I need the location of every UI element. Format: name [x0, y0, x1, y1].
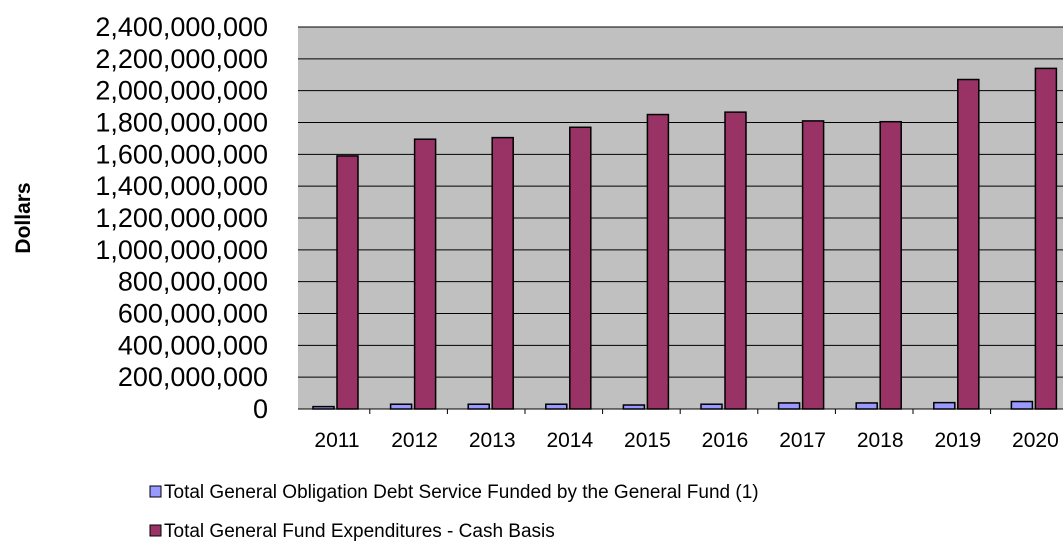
legend-label-expenditures: Total General Fund Expenditures - Cash B… — [164, 521, 555, 542]
bar-expenditures — [646, 113, 670, 410]
bar-debt-service — [467, 403, 490, 410]
bar-expenditures — [1034, 67, 1058, 410]
legend-item-debt-service: Total General Obligation Debt Service Fu… — [149, 482, 759, 503]
y-tick-label: 1,600,000,000 — [95, 139, 268, 169]
bar-expenditures — [957, 78, 980, 410]
y-tick-label: 1,200,000,000 — [95, 203, 268, 233]
bar-debt-service — [389, 403, 413, 410]
bar-debt-service — [933, 401, 956, 410]
y-tick-label: 800,000,000 — [118, 267, 268, 297]
bar-expenditures — [413, 138, 437, 410]
bar-debt-service — [545, 403, 568, 410]
y-tick-label: 2,400,000,000 — [95, 12, 268, 42]
legend: Total General Obligation Debt Service Fu… — [149, 482, 759, 542]
bar-expenditures — [491, 136, 514, 410]
bar-debt-service — [1010, 400, 1034, 410]
x-axis-ticks: 2011 2012 2013 2014 2015 2016 2017 2018 2019 2020 — [314, 409, 1059, 452]
y-tick-label: 1,400,000,000 — [95, 171, 268, 201]
x-tick-label: 2019 — [934, 429, 981, 452]
x-tick-label: 2018 — [857, 429, 904, 452]
bar-debt-service — [777, 402, 801, 410]
x-tick-label: 2011 — [314, 429, 359, 452]
bar-expenditures — [879, 120, 902, 410]
y-tick-label: 1,000,000,000 — [95, 235, 268, 265]
legend-label-debt-service: Total General Obligation Debt Service Fu… — [164, 482, 759, 503]
bar-debt-service — [700, 403, 723, 410]
legend-item-expenditures: Total General Fund Expenditures - Cash B… — [149, 521, 555, 542]
x-tick-label: 2017 — [779, 429, 826, 452]
y-axis-ticks: 0200,000,000400,000,000600,000,000800,00… — [95, 12, 268, 424]
x-tick-label: 2013 — [469, 429, 516, 452]
x-tick-label: 2012 — [391, 429, 438, 452]
x-tick-label: 2016 — [702, 429, 749, 452]
y-tick-label: 2,000,000,000 — [95, 76, 268, 106]
bar-debt-service — [622, 404, 646, 410]
bar-expenditures — [336, 155, 359, 410]
bar-expenditures — [569, 126, 592, 410]
legend-swatch-debt-service — [149, 485, 162, 498]
x-tick-label: 2014 — [546, 429, 593, 452]
y-tick-label: 400,000,000 — [118, 330, 268, 360]
y-tick-label: 2,200,000,000 — [95, 44, 268, 74]
bar-debt-service — [855, 402, 878, 410]
y-tick-label: 1,800,000,000 — [95, 108, 268, 138]
bar-expenditures — [724, 111, 747, 410]
y-tick-label: 600,000,000 — [118, 299, 268, 329]
legend-swatch-expenditures — [149, 524, 162, 537]
bar-expenditures — [801, 120, 825, 410]
y-tick-label: 200,000,000 — [118, 362, 268, 392]
bars — [312, 67, 1058, 410]
y-tick-label: 0 — [253, 394, 268, 424]
x-tick-label: 2015 — [624, 429, 671, 452]
y-axis-label: Dollars — [12, 182, 35, 253]
x-tick-label: 2020 — [1012, 429, 1059, 452]
